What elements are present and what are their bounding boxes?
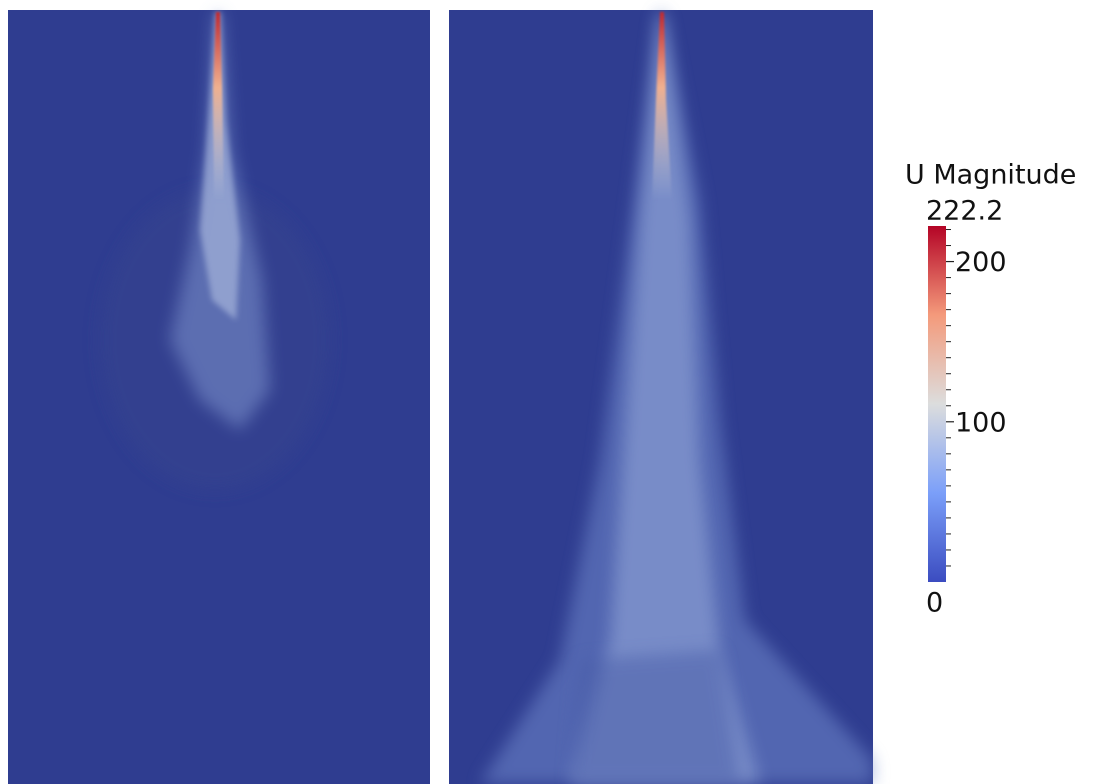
right-panel bbox=[449, 10, 873, 784]
tick-label: 100 bbox=[955, 407, 1007, 438]
range-min-label: 0 bbox=[926, 588, 943, 619]
left-panel bbox=[8, 10, 430, 784]
range-max-label: 222.2 bbox=[926, 196, 1003, 227]
color-bar: U Magnitude 222.2 0 100 200 bbox=[905, 160, 1076, 619]
color-scale bbox=[928, 226, 946, 582]
colorbar-title: U Magnitude bbox=[905, 160, 1076, 191]
page: U Magnitude 222.20100200 (() => { const … bbox=[0, 0, 1115, 784]
visualization: U Magnitude 222.2 0 100 200 bbox=[0, 0, 1115, 784]
tick-label: 200 bbox=[955, 247, 1007, 278]
